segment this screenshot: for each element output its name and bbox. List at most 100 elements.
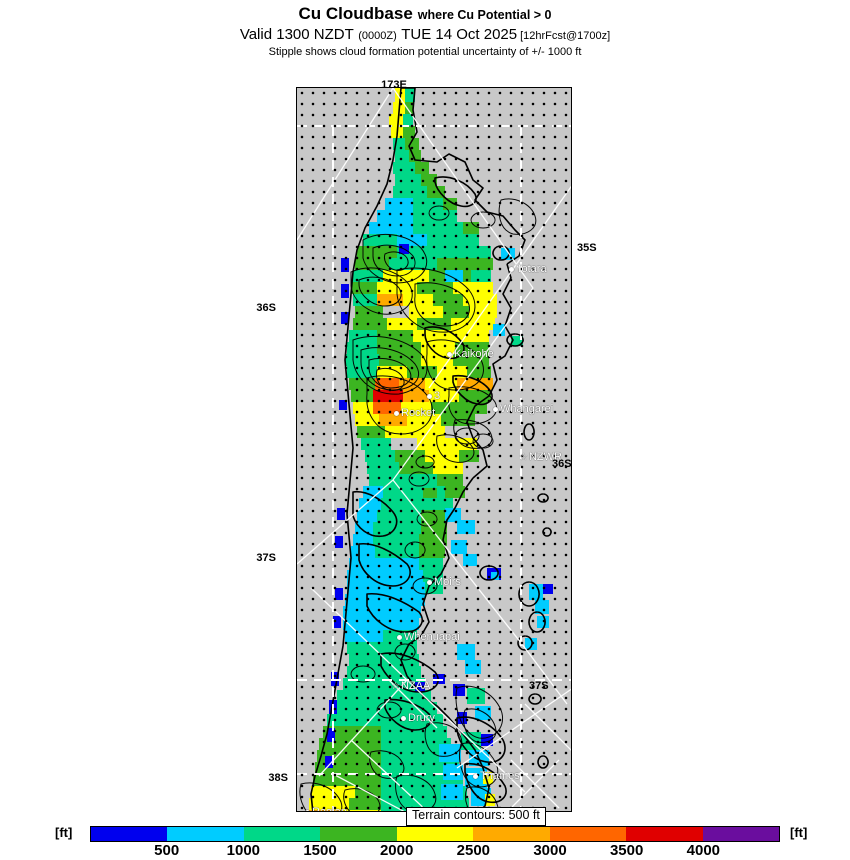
colorbar-segment-2 <box>243 827 321 841</box>
map-data-cell <box>491 572 499 580</box>
map-data-cell <box>355 786 381 798</box>
map-data-cell <box>379 354 421 366</box>
map-data-cell <box>345 630 383 642</box>
map-data-cell <box>405 474 437 486</box>
map-data-cell <box>429 390 459 402</box>
subtitle-stipple-note: Stipple shows cloud formation potential … <box>268 45 582 58</box>
map-data-cell <box>353 270 383 282</box>
map-data-cell <box>437 258 493 270</box>
valid-utc-label: (0000Z) <box>358 29 397 42</box>
map-data-cell <box>451 318 495 330</box>
map-data-cell <box>377 510 421 522</box>
map-data-cell <box>377 282 417 294</box>
map-data-cell <box>441 246 491 258</box>
map-data-cell <box>399 244 409 254</box>
map-data-cell <box>357 510 377 522</box>
map-data-cell <box>381 498 421 510</box>
map-data-cell <box>373 402 401 414</box>
map-data-cell <box>385 426 413 438</box>
terrain-contour-legend: Terrain contours: 500 ft <box>406 807 546 826</box>
map-data-cell <box>439 744 461 762</box>
colorbar-unit-left: [ft] <box>55 825 73 840</box>
map-data-cell <box>415 682 425 692</box>
map-data-cell <box>327 728 335 742</box>
map-data-cell <box>421 354 453 366</box>
map-data-cell <box>355 414 379 426</box>
map-data-cell <box>463 554 477 566</box>
map-data-cell <box>353 318 387 330</box>
map-data-cell <box>383 306 409 318</box>
map-data-cell <box>363 234 397 246</box>
map-data-cell <box>357 426 385 438</box>
map-data-cell <box>427 234 479 246</box>
map-data-cell <box>389 258 437 270</box>
map-data-cell <box>393 186 427 198</box>
map-data-cell <box>351 282 377 294</box>
map-data-cell <box>337 690 381 702</box>
map-data-cell <box>339 400 347 410</box>
grid-label-35s: 35S <box>577 242 597 254</box>
map-data-cell <box>343 678 381 690</box>
map-data-cell <box>369 474 405 486</box>
map-data-cell <box>343 606 389 618</box>
map-data-cell <box>335 588 343 600</box>
map-data-cell <box>325 756 333 768</box>
page-title: Cu Cloudbase <box>298 4 413 23</box>
map-data-cell <box>361 438 391 450</box>
map-data-cell <box>353 534 373 546</box>
map-data-cell <box>483 772 493 784</box>
map-data-cell <box>421 522 447 534</box>
map-data-cell <box>433 462 463 474</box>
valid-time-label: Valid 1300 NZDT <box>239 25 354 43</box>
map-data-cell <box>453 438 477 450</box>
map-data-cell <box>437 366 467 378</box>
map-data-cell <box>377 210 413 222</box>
map-data-cell <box>329 700 337 714</box>
colorbar-segment-5 <box>473 827 550 841</box>
map-data-cell <box>425 378 457 390</box>
map-data-cell <box>443 198 457 210</box>
map-data-cell <box>413 222 463 234</box>
map-data-cell <box>399 378 425 390</box>
map-data-cell <box>353 402 373 414</box>
map-data-cell <box>373 534 419 546</box>
map-data-cell <box>413 426 445 438</box>
map-data-cell <box>425 582 443 594</box>
map-data-cell <box>445 426 475 438</box>
map-data-cell <box>377 294 403 306</box>
map-data-cell <box>347 582 387 594</box>
map-data-cell <box>383 486 413 498</box>
map-data-cell <box>399 462 433 474</box>
map-data-cell <box>311 786 355 798</box>
map-data-cell <box>431 402 461 414</box>
map-data-cell <box>383 570 423 582</box>
colorbar-gradient[interactable] <box>90 826 780 842</box>
map-data-cell <box>465 660 481 674</box>
map-data-cell <box>389 594 425 606</box>
map-data-cell <box>391 438 417 450</box>
colorbar-segment-8 <box>702 827 779 841</box>
map-data-cell <box>381 654 419 666</box>
map-data-cell <box>395 450 425 462</box>
map-data-cell <box>355 306 383 318</box>
map-data-cell <box>405 88 415 102</box>
map-data-cell <box>347 570 383 582</box>
map-data-cell <box>409 150 421 162</box>
map-data-cell <box>331 672 339 686</box>
map-data-cell <box>377 366 407 378</box>
colorbar-tick-2000: 2000 <box>379 842 414 859</box>
colorbar-tick-500: 500 <box>154 842 180 859</box>
map-data-cell <box>385 198 413 210</box>
map-data-cell <box>383 270 429 282</box>
map-data-cell <box>363 486 383 498</box>
map-data-cell <box>341 258 349 272</box>
map-data-cell <box>469 306 497 318</box>
colorbar-segment-3 <box>320 827 397 841</box>
map-data-cell <box>459 390 491 402</box>
map-data-cell <box>373 522 421 534</box>
map-data-cell <box>403 390 429 402</box>
forecast-map[interactable]: Totara Kaikohe 3 Rocket Whangarei ☆NZWR Moirs W… <box>296 87 572 812</box>
map-data-cell <box>459 450 479 462</box>
colorbar[interactable]: [ft] 500 1000 1500 2000 2500 3000 3500 4000 [ft… <box>0 825 850 860</box>
map-data-cell <box>393 162 415 174</box>
